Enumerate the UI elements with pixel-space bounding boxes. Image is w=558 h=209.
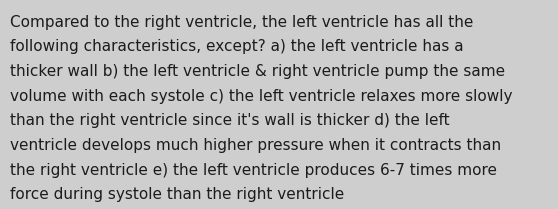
Text: the right ventricle e) the left ventricle produces 6-7 times more: the right ventricle e) the left ventricl… bbox=[10, 163, 497, 178]
Text: thicker wall b) the left ventricle & right ventricle pump the same: thicker wall b) the left ventricle & rig… bbox=[10, 64, 505, 79]
Text: force during systole than the right ventricle: force during systole than the right vent… bbox=[10, 187, 344, 202]
Text: following characteristics, except? a) the left ventricle has a: following characteristics, except? a) th… bbox=[10, 39, 464, 54]
Text: than the right ventricle since it's wall is thicker d) the left: than the right ventricle since it's wall… bbox=[10, 113, 450, 128]
Text: Compared to the right ventricle, the left ventricle has all the: Compared to the right ventricle, the lef… bbox=[10, 15, 473, 30]
Text: volume with each systole c) the left ventricle relaxes more slowly: volume with each systole c) the left ven… bbox=[10, 89, 513, 104]
Text: ventricle develops much higher pressure when it contracts than: ventricle develops much higher pressure … bbox=[10, 138, 501, 153]
